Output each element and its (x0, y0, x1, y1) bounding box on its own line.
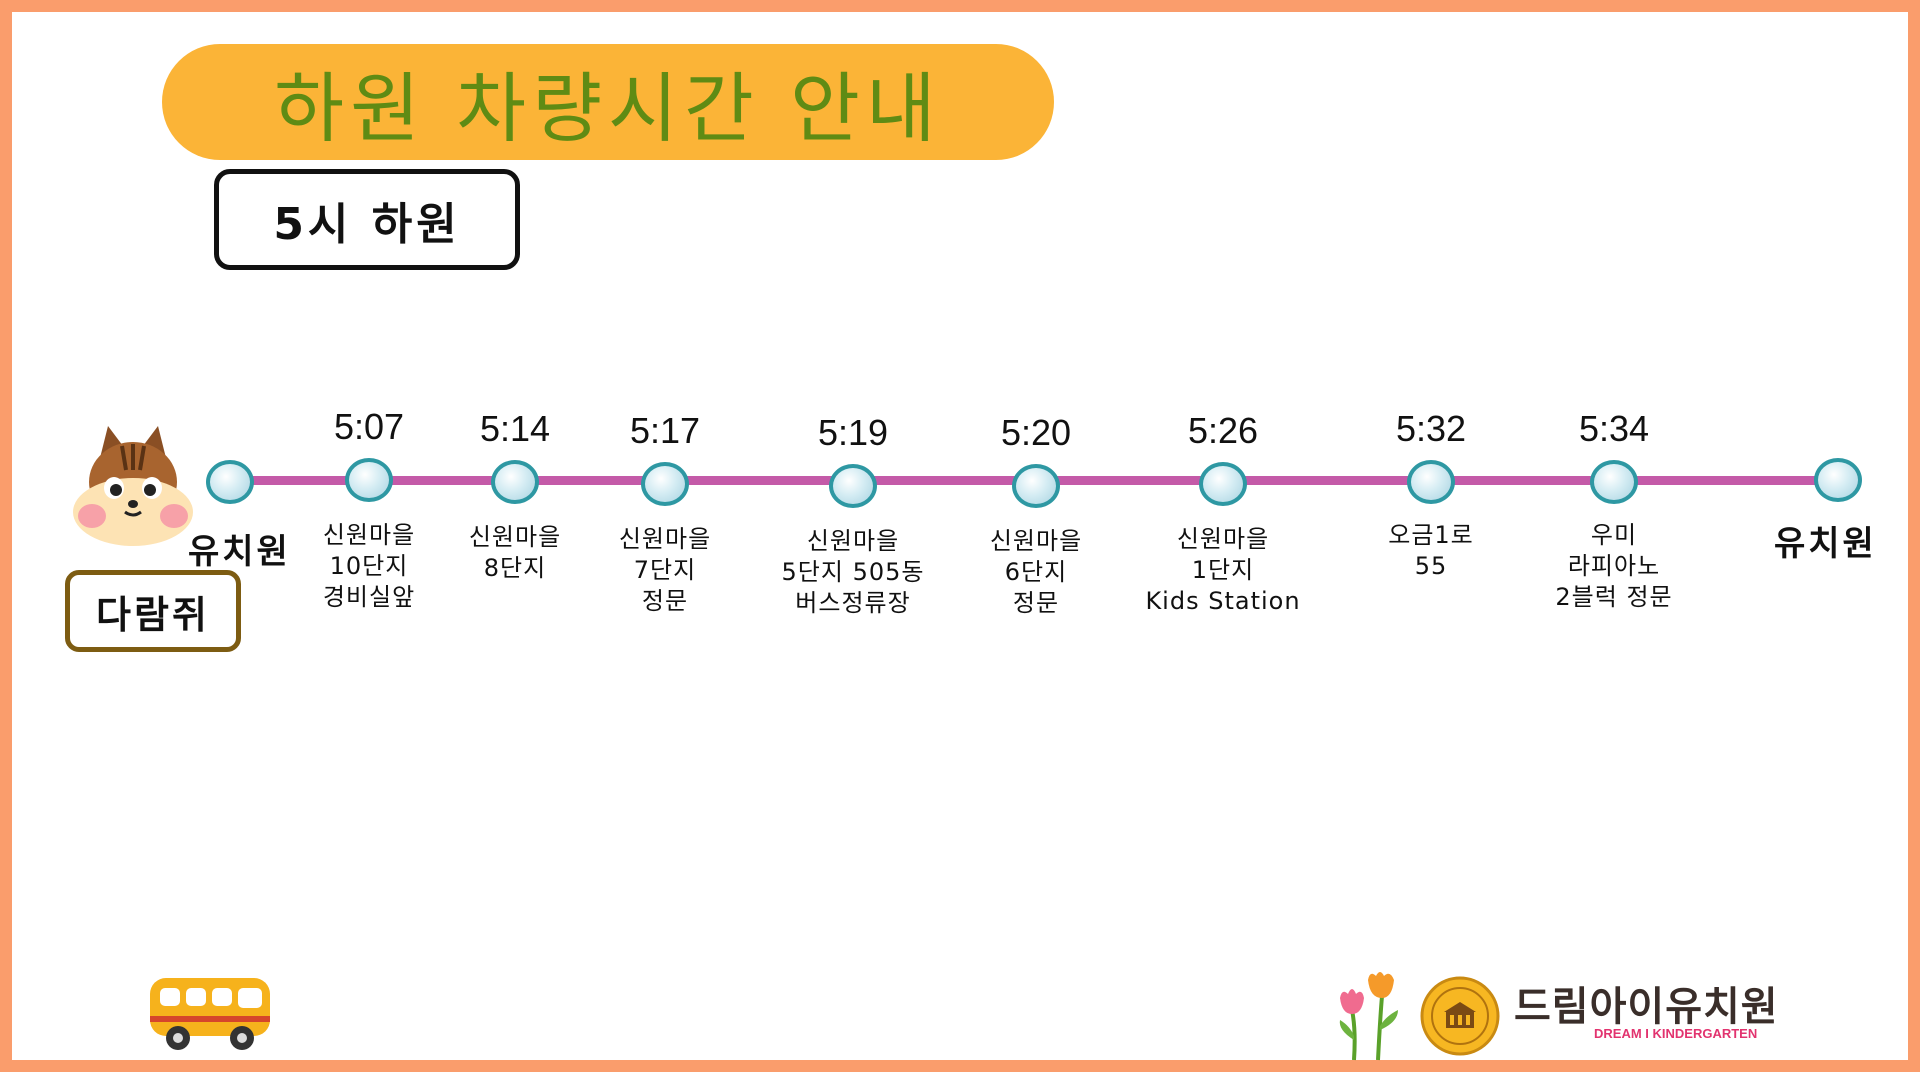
stop-node-7 (1407, 460, 1455, 504)
stop-label-2: 신원마을 8단지 (468, 523, 562, 582)
stop-time-4: 5:19 (817, 412, 889, 453)
stop-label-6: 신원마을 1단지 Kids Station (1145, 525, 1301, 615)
end-label: 유치원 (1774, 524, 1877, 564)
stop-label-3: 신원마을 7단지 정문 (618, 525, 712, 615)
tulip-icon (1339, 972, 1398, 1061)
stop-time-6: 5:26 (1187, 410, 1259, 451)
stop-node-2 (491, 460, 539, 504)
kindergarten-logo: 드림아이유치원 DREAM I KINDERGARTEN (1332, 970, 1782, 1062)
start-node (206, 460, 254, 504)
logo-korean-text: 드림아이유치원 (1514, 984, 1779, 1030)
stop-node-6 (1199, 462, 1247, 506)
stop-node-8 (1590, 460, 1638, 504)
title-banner: 하원 차량시간 안내 (162, 44, 1054, 160)
squirrel-icon (73, 426, 193, 546)
class-name: 다람쥐 (96, 592, 210, 637)
page-title: 하원 차량시간 안내 (274, 64, 942, 153)
end-node (1814, 458, 1862, 502)
stop-label-8: 우미 라피아노 2블럭 정문 (1555, 521, 1673, 611)
school-emblem-icon (1420, 976, 1500, 1056)
stop-node-4 (829, 464, 877, 508)
stop-node-5 (1012, 464, 1060, 508)
stop-label-7: 오금1로 55 (1388, 521, 1474, 580)
stop-node-3 (641, 462, 689, 506)
stop-time-7: 5:32 (1395, 408, 1467, 449)
class-badge: 다람쥐 (65, 570, 241, 652)
stop-label-4: 신원마을 5단지 505동 버스정류장 (781, 527, 925, 617)
stop-label-1: 신원마을 10단지 경비실앞 (322, 521, 416, 611)
stop-time-1: 5:07 (333, 406, 405, 447)
stop-node-1 (345, 458, 393, 502)
logo-english-text: DREAM I KINDERGARTEN (1594, 1026, 1758, 1041)
stop-time-5: 5:20 (1000, 412, 1072, 453)
stop-time-3: 5:17 (629, 410, 701, 451)
stop-label-5: 신원마을 6단지 정문 (989, 527, 1083, 617)
bus-icon (150, 978, 270, 1050)
session-badge: 5시 하원 (214, 169, 520, 270)
start-label: 유치원 (188, 532, 291, 572)
stop-time-2: 5:14 (479, 408, 551, 449)
session-label: 5시 하원 (273, 198, 461, 250)
stop-time-8: 5:34 (1578, 408, 1650, 449)
